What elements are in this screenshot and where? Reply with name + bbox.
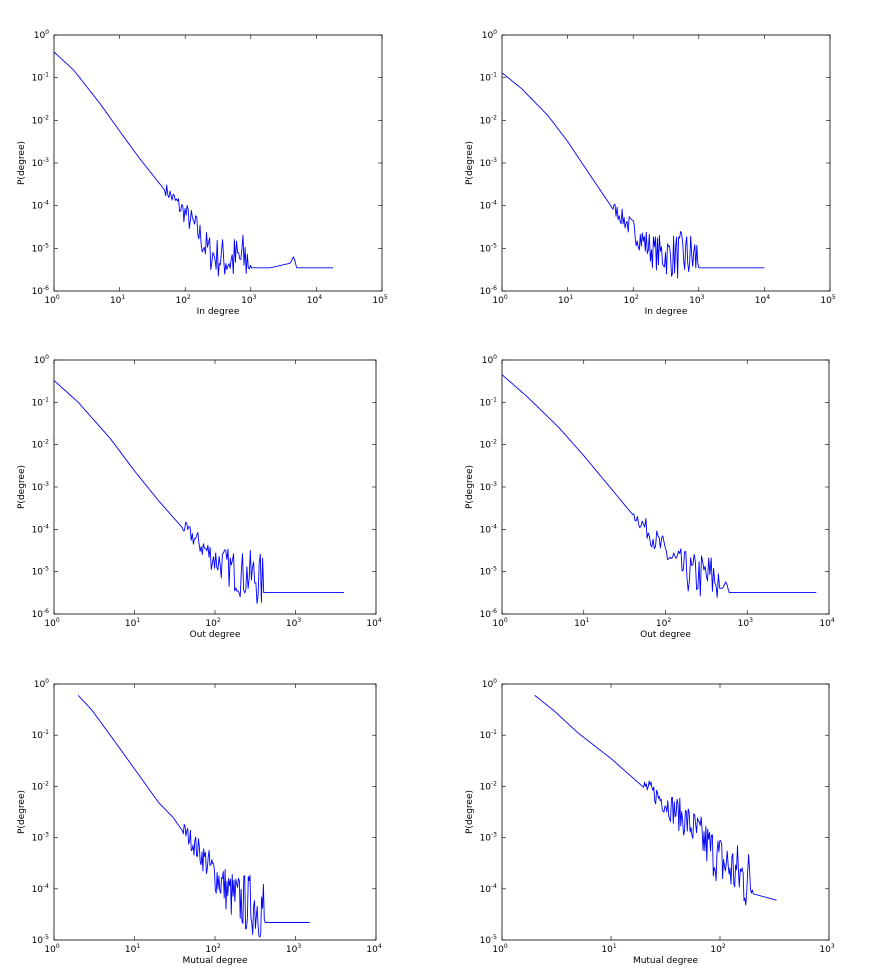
y-tick-label: 10-5 [32, 242, 50, 254]
y-tick-label: 10-4 [32, 883, 50, 895]
y-tick-label: 10-4 [32, 523, 50, 535]
x-axis-label: Mutual degree [633, 956, 699, 966]
chart-panel-3: 100 101 102 103 10410-610-510-410-310-210-11… [17, 354, 382, 640]
chart-panel-2: 100 101 102 103 104 10510-610-510-410-310-210… [465, 29, 836, 317]
x-tick-label: 103 [689, 294, 704, 306]
y-tick-label: 10-3 [32, 832, 50, 844]
x-tick-label: 100 [492, 294, 507, 306]
y-tick-label: 10-2 [32, 114, 50, 126]
x-tick-label: 100 [44, 617, 59, 629]
x-tick-label: 100 [492, 943, 507, 955]
plot-frame [501, 34, 831, 292]
x-tick-label: 102 [710, 943, 725, 955]
y-tick-label: 100 [482, 678, 497, 690]
y-tick-label: 10-5 [480, 242, 498, 254]
y-tick-label: 100 [34, 354, 49, 366]
x-tick-label: 102 [624, 294, 639, 306]
y-tick-label: 10-1 [32, 396, 50, 408]
x-tick-label: 102 [176, 294, 191, 306]
y-tick-label: 10-3 [480, 832, 498, 844]
x-tick-label: 101 [125, 943, 140, 955]
y-axis-label: P(degree) [465, 790, 475, 834]
x-tick-label: 101 [574, 617, 589, 629]
x-tick-label: 101 [601, 943, 616, 955]
y-tick-label: 10-4 [480, 883, 498, 895]
x-tick-label: 104 [819, 617, 834, 629]
y-tick-label: 10-1 [480, 396, 498, 408]
y-axis-label: P(degree) [465, 465, 475, 509]
x-tick-label: 102 [656, 617, 671, 629]
y-tick-label: 10-1 [480, 72, 498, 84]
plot-frame [501, 683, 830, 941]
x-tick-label: 101 [558, 294, 573, 306]
y-tick-label: 10-2 [480, 780, 498, 792]
x-tick-label: 100 [44, 943, 59, 955]
x-tick-label: 100 [492, 617, 507, 629]
y-tick-label: 10-3 [32, 157, 50, 169]
x-tick-label: 104 [366, 943, 381, 955]
x-tick-label: 105 [372, 294, 387, 306]
y-tick-label: 10-3 [32, 481, 50, 493]
y-tick-label: 10-2 [32, 780, 50, 792]
plot-frame [501, 359, 830, 615]
x-tick-label: 100 [44, 294, 59, 306]
y-tick-label: 10-1 [32, 72, 50, 84]
chart-panel-1: 100 101 102 103 104 10510-610-510-410-310-210… [17, 29, 388, 317]
y-tick-label: 10-5 [480, 566, 498, 578]
x-axis-label: In degree [197, 307, 240, 317]
y-tick-label: 10-4 [32, 200, 50, 212]
y-tick-label: 100 [34, 29, 49, 41]
x-tick-label: 103 [241, 294, 256, 306]
y-axis-label: P(degree) [17, 790, 27, 834]
chart-panel-6: 100 101 102 10310-510-410-310-210-1100Mutua… [465, 678, 835, 966]
y-tick-label: 10-2 [32, 439, 50, 451]
series-line [501, 72, 765, 279]
y-tick-label: 100 [482, 29, 497, 41]
plot-frame [53, 359, 377, 615]
y-tick-label: 10-1 [480, 729, 498, 741]
y-tick-label: 10-4 [480, 523, 498, 535]
x-tick-label: 102 [205, 617, 220, 629]
y-axis-label: P(degree) [17, 465, 27, 509]
y-axis-label: P(degree) [465, 141, 475, 185]
y-tick-label: 10-2 [480, 114, 498, 126]
y-tick-label: 100 [482, 354, 497, 366]
y-tick-label: 10-3 [480, 481, 498, 493]
x-tick-label: 104 [307, 294, 322, 306]
x-tick-label: 105 [820, 294, 835, 306]
series-line [534, 695, 777, 906]
x-tick-label: 101 [110, 294, 125, 306]
y-tick-label: 10-4 [480, 200, 498, 212]
series-line [53, 380, 344, 604]
y-tick-label: 10-5 [32, 566, 50, 578]
chart-panel-5: 100 101 102 103 10410-510-410-310-210-1100Mu… [17, 678, 382, 966]
plot-frame [53, 683, 377, 941]
x-tick-label: 103 [819, 943, 834, 955]
series-line [501, 374, 817, 598]
x-tick-label: 104 [366, 617, 381, 629]
y-tick-label: 100 [34, 678, 49, 690]
x-tick-label: 103 [738, 617, 753, 629]
x-tick-label: 102 [205, 943, 220, 955]
x-axis-label: Out degree [190, 630, 241, 640]
y-tick-label: 10-3 [480, 157, 498, 169]
y-tick-label: 10-2 [480, 439, 498, 451]
x-tick-label: 103 [286, 617, 301, 629]
series-line [53, 51, 334, 277]
x-axis-label: Out degree [640, 630, 691, 640]
chart-panel-4: 100 101 102 103 10410-610-510-410-310-210-11… [465, 354, 835, 640]
y-axis-label: P(degree) [17, 141, 27, 185]
x-axis-label: Mutual degree [182, 956, 248, 966]
x-tick-label: 103 [286, 943, 301, 955]
x-tick-label: 101 [125, 617, 140, 629]
x-tick-label: 104 [755, 294, 770, 306]
y-tick-label: 10-1 [32, 729, 50, 741]
x-axis-label: In degree [645, 307, 688, 317]
series-line [77, 695, 310, 938]
